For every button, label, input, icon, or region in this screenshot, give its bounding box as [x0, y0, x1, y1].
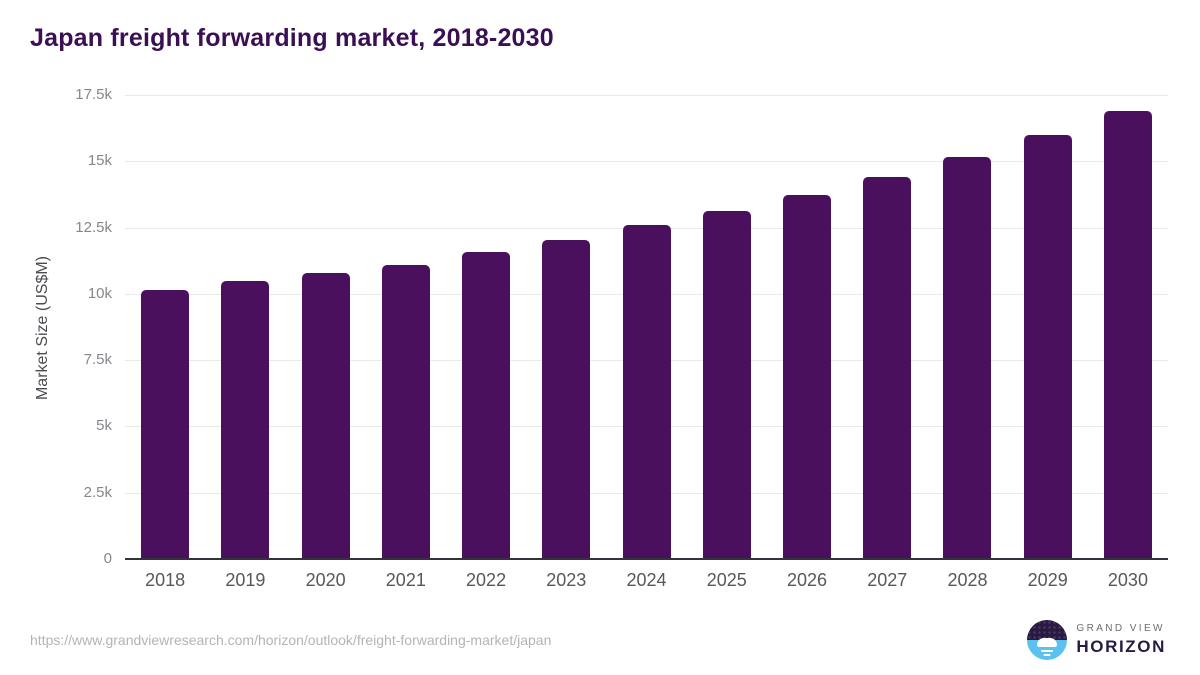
- source-url: https://www.grandviewresearch.com/horizo…: [30, 632, 552, 648]
- x-axis-label: 2020: [305, 570, 346, 590]
- x-axis-label: 2025: [706, 570, 747, 590]
- brand-name: GRAND VIEW: [1076, 623, 1165, 634]
- bar-2025[interactable]: [702, 211, 751, 559]
- y-tick-label: 2.5k: [83, 483, 112, 501]
- bar-2029[interactable]: [1023, 134, 1072, 559]
- brand-product: HORIZON: [1076, 637, 1166, 656]
- logo-sun-icon: [1037, 638, 1058, 647]
- y-tick-label: 12.5k: [75, 218, 112, 236]
- x-axis-label: 2026: [786, 570, 828, 590]
- x-axis-labels: 2018 2019 2020 2021 2022 2023 2024 2025 2026 2027…: [125, 569, 1168, 591]
- y-tick-label: 17.5k: [75, 86, 112, 103]
- bar-2026[interactable]: [782, 195, 831, 559]
- bar-2024[interactable]: [622, 225, 671, 559]
- gridline: [125, 161, 1168, 163]
- plot-area: [125, 95, 1168, 560]
- logo-reflection-line: [1041, 649, 1054, 652]
- bar-2030[interactable]: [1103, 110, 1152, 559]
- bar-2028[interactable]: [943, 157, 992, 559]
- bar-2018[interactable]: [141, 289, 190, 559]
- bar-2019[interactable]: [221, 281, 270, 559]
- logo-sky-half: [1027, 620, 1068, 640]
- bar-2027[interactable]: [863, 177, 912, 559]
- gridline: [125, 95, 1168, 96]
- x-axis-label: 2021: [385, 570, 426, 590]
- bar-2023[interactable]: [542, 240, 591, 559]
- x-axis-label: 2019: [225, 570, 266, 590]
- y-tick-label: 7.5k: [83, 351, 112, 369]
- y-tick-label: 15k: [87, 152, 112, 170]
- brand-logo[interactable]: GRAND VIEW HORIZON: [1027, 620, 1166, 660]
- y-tick-label: 5k: [96, 417, 112, 435]
- y-axis-ticks: 0 2.5k 5k 7.5k 10k 12.5k 15k 17.5k: [0, 87, 112, 567]
- x-axis-label: 2027: [867, 570, 908, 590]
- x-axis-label: 2018: [145, 570, 186, 590]
- logo-reflection-line: [1043, 654, 1051, 656]
- bar-2021[interactable]: [381, 265, 430, 559]
- horizon-logo-icon: [1027, 620, 1068, 660]
- x-axis-label: 2028: [947, 570, 988, 590]
- y-tick-label: 10k: [87, 284, 112, 302]
- x-axis-label: 2024: [626, 570, 667, 590]
- x-axis-label: 2023: [546, 570, 587, 590]
- brand-text: GRAND VIEW HORIZON: [1076, 623, 1166, 657]
- bar-2020[interactable]: [301, 273, 350, 559]
- x-axis-label: 2030: [1107, 570, 1148, 590]
- y-tick-label: 0: [103, 550, 112, 567]
- bar-2022[interactable]: [462, 251, 511, 559]
- chart-title: Japan freight forwarding market, 2018-20…: [30, 24, 554, 52]
- x-axis-label: 2029: [1027, 570, 1068, 590]
- x-axis-line: [125, 558, 1168, 560]
- x-axis-label: 2022: [466, 570, 507, 590]
